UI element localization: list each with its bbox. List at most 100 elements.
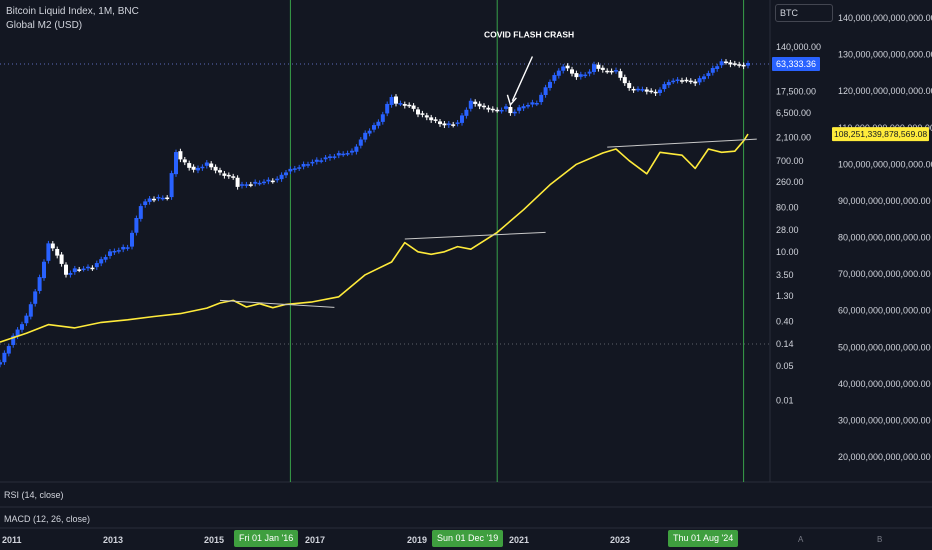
candle-body <box>609 70 614 73</box>
candle-body <box>653 91 658 94</box>
candle-body <box>442 123 447 126</box>
candle-body <box>548 81 552 88</box>
candle-body <box>196 167 200 171</box>
candle-body <box>174 152 178 175</box>
candle-body <box>94 263 99 268</box>
candle-body <box>737 64 742 66</box>
candle-body <box>517 107 522 111</box>
rsi-panel-label[interactable]: RSI (14, close) <box>4 490 64 500</box>
time-label-2015: 2015 <box>204 535 225 545</box>
time-label-2013: 2013 <box>103 535 124 545</box>
candle-body <box>169 173 174 198</box>
candle-body <box>706 73 711 76</box>
symbol-button[interactable]: BTC <box>775 4 833 22</box>
candle-body <box>451 124 456 126</box>
candle-body <box>592 64 596 72</box>
candle-body <box>182 159 187 163</box>
candle-body <box>636 88 640 91</box>
candle-body <box>521 106 526 109</box>
candle-body <box>279 174 284 180</box>
right-axis-tick-label: 40,000,000,000,000.00 <box>838 379 931 389</box>
candle-body <box>191 166 196 170</box>
candle-body <box>385 103 390 114</box>
candle-body <box>0 362 2 365</box>
candle-body <box>376 121 381 126</box>
candle-body <box>81 268 86 271</box>
m2-legend[interactable]: Global M2 (USD) <box>6 20 83 31</box>
candle-body <box>420 113 425 115</box>
candle-body <box>15 329 20 337</box>
candle-body <box>134 218 139 233</box>
candle-body <box>37 277 42 291</box>
candle-body <box>50 243 55 249</box>
candle-body <box>314 159 319 162</box>
candle-body <box>143 201 148 205</box>
candle-body <box>490 108 495 111</box>
candle-body <box>433 119 438 121</box>
candle-body <box>341 153 346 156</box>
symbol-legend[interactable]: Bitcoin Liquid Index, 1M, BNC <box>6 6 139 17</box>
candle-body <box>455 122 460 124</box>
candle-body <box>622 77 627 84</box>
candle-body <box>398 103 403 105</box>
candle-body <box>59 254 64 264</box>
candle-body <box>24 315 29 324</box>
right-axis-tick-label: 100,000,000,000,000.00 <box>838 159 932 169</box>
candle-body <box>587 71 592 74</box>
candle-body <box>332 156 337 158</box>
current-m2-label: 108,251,339,878,569.08 <box>834 129 927 139</box>
candle-body <box>627 83 632 89</box>
time-highlight-2024: Thu 01 Aug '24 <box>668 530 739 547</box>
candle-body <box>138 206 143 219</box>
candle-body <box>596 64 601 69</box>
macd-panel-label[interactable]: MACD (12, 26, close) <box>4 514 91 524</box>
candle-body <box>473 101 478 104</box>
candle-body <box>125 247 130 249</box>
candle-body <box>658 89 662 93</box>
candle-body <box>416 109 420 115</box>
candle-body <box>746 63 750 66</box>
annotation-arrow <box>511 56 534 102</box>
right-axis-tick-label: 120,000,000,000,000.00 <box>838 86 932 96</box>
candle-body <box>336 153 341 156</box>
time-label-2023: 2023 <box>610 535 631 545</box>
candle-body <box>288 168 293 172</box>
candle-body <box>209 163 214 168</box>
candle-body <box>372 125 376 130</box>
candle-body <box>539 94 544 103</box>
candle-body <box>534 103 539 105</box>
right-axis-tick-label: 90,000,000,000,000.00 <box>838 196 931 206</box>
right-axis-tick-label: 30,000,000,000,000.00 <box>838 415 931 425</box>
chart-legend: Bitcoin Liquid Index, 1M, BNC Global M2 … <box>6 5 139 33</box>
candle-body <box>68 272 73 275</box>
candle-body <box>504 106 508 109</box>
candle-body <box>407 104 412 107</box>
candle-body <box>64 264 68 275</box>
candle-body <box>552 75 557 81</box>
candle-body <box>275 178 280 181</box>
candle-body <box>121 246 126 250</box>
left-axis-tick-label: 140,000.00 <box>776 42 821 52</box>
candle-body <box>86 266 90 269</box>
candle-body <box>394 96 398 104</box>
candle-body <box>424 115 429 118</box>
auto-scale-icon[interactable]: A <box>798 535 804 544</box>
candle-body <box>178 151 183 160</box>
candle-body <box>152 198 156 201</box>
candle-body <box>614 70 618 72</box>
time-label-2021: 2021 <box>509 535 530 545</box>
candle-body <box>46 243 51 261</box>
candle-body <box>354 146 359 152</box>
candle-body <box>358 139 363 146</box>
candle-body <box>235 177 240 187</box>
candle-body <box>284 172 288 176</box>
current-price-badge <box>772 57 820 72</box>
right-axis-tick-label: 140,000,000,000,000.00 <box>838 13 932 23</box>
candle-body <box>77 269 82 271</box>
current-price-label: 63,333.36 <box>776 59 816 69</box>
log-scale-icon[interactable]: B <box>877 535 883 544</box>
candle-body <box>165 197 170 200</box>
left-axis-tick-label: 0.14 <box>776 339 794 349</box>
candle-body <box>666 82 671 86</box>
